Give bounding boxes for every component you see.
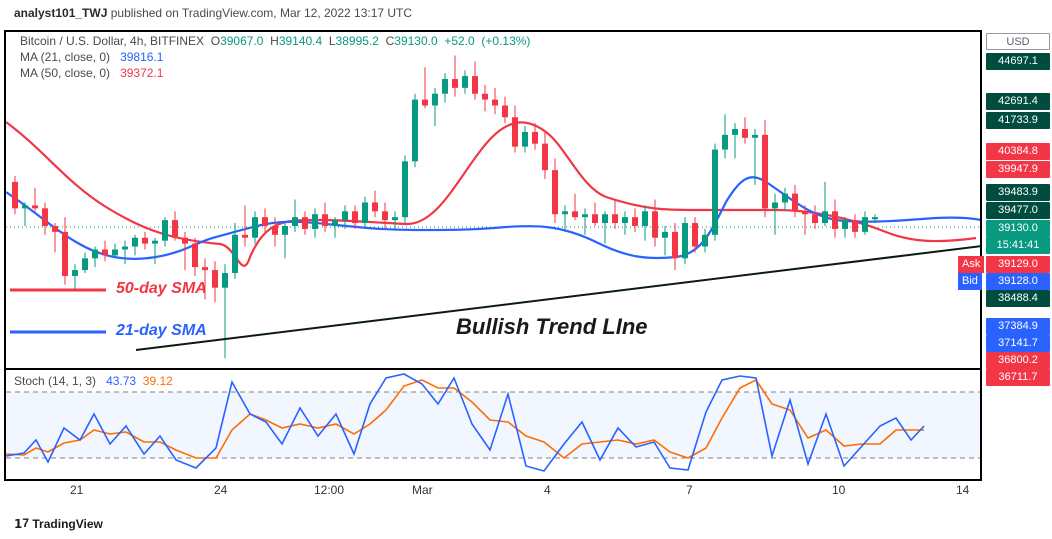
price-label: 39483.9 xyxy=(986,184,1050,201)
price-label: 40384.8 xyxy=(986,143,1050,160)
price-label: 39130.0 xyxy=(986,220,1050,237)
price-axis[interactable]: USD 44697.1 42691.4 41733.9 40384.839947.9 39… xyxy=(984,30,1050,480)
published-on: published on TradingView.com, xyxy=(111,6,277,20)
tv-logo-icon: 𝟭7 xyxy=(14,517,29,531)
publish-date: Mar 12, 2022 13:17 UTC xyxy=(280,6,412,20)
price-label: 36800.2 xyxy=(986,352,1050,369)
price-label: 44697.1 xyxy=(986,53,1050,70)
x-tick: Mar xyxy=(412,483,433,497)
publish-header: analyst101_TWJ published on TradingView.… xyxy=(14,6,412,20)
x-tick: 14 xyxy=(956,483,969,497)
stoch-pane[interactable]: Stoch (14, 1, 3) 43.73 39.12 100.0050.00… xyxy=(6,370,980,479)
price-label: 41733.9 xyxy=(986,112,1050,129)
x-tick: 10 xyxy=(832,483,845,497)
price-label: 37141.7 xyxy=(986,335,1050,352)
main-pane[interactable]: 50-day SMA 21-day SMA Bullish Trend LIne xyxy=(6,32,980,370)
author-name: analyst101_TWJ xyxy=(14,6,107,20)
x-tick: 12:00 xyxy=(314,483,344,497)
annot-50-sma: 50-day SMA xyxy=(116,280,207,298)
x-tick: 4 xyxy=(544,483,551,497)
tv-text: TradingView xyxy=(32,517,102,531)
annot-bullish: Bullish Trend LIne xyxy=(456,314,648,340)
price-label: 36711.7 xyxy=(986,369,1050,386)
tradingview-attribution: 𝟭7 TradingView xyxy=(14,517,103,531)
price-label: Ask39129.0 xyxy=(986,256,1050,273)
price-label: 39477.0 xyxy=(986,202,1050,219)
price-label: Bid39128.0 xyxy=(986,273,1050,290)
annot-21-sma: 21-day SMA xyxy=(116,322,207,340)
x-tick: 21 xyxy=(70,483,83,497)
chart-area[interactable]: 50-day SMA 21-day SMA Bullish Trend LIne… xyxy=(4,30,982,481)
stoch-svg xyxy=(6,370,980,479)
x-axis: 21 24 12:00 Mar 4 7 10 14 xyxy=(4,481,982,499)
price-label: USD xyxy=(986,33,1050,50)
x-tick: 7 xyxy=(686,483,693,497)
x-tick: 24 xyxy=(214,483,227,497)
price-label: 37384.9 xyxy=(986,318,1050,335)
price-label: 39947.9 xyxy=(986,161,1050,178)
price-label: 15:41:41 xyxy=(986,237,1050,254)
price-label: 42691.4 xyxy=(986,93,1050,110)
price-label: 38488.4 xyxy=(986,290,1050,307)
